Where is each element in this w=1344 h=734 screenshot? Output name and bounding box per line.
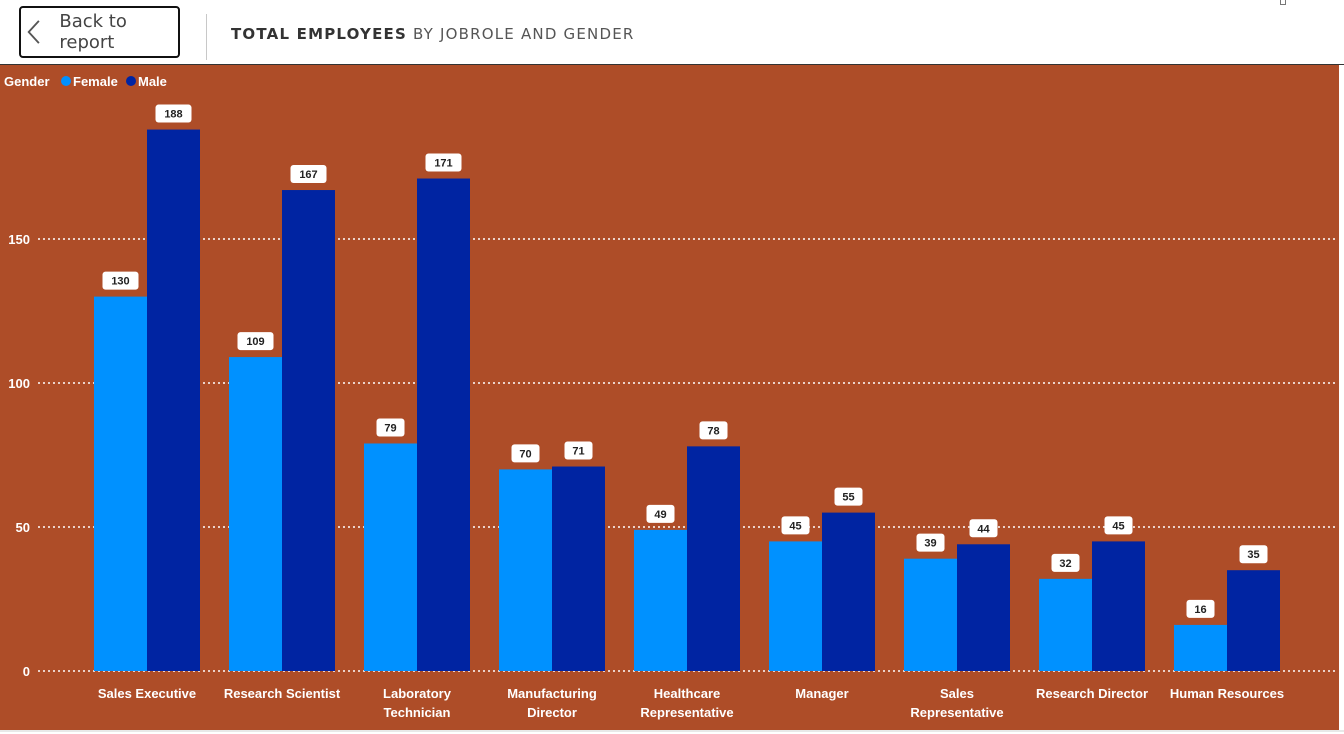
data-label: 35 [1247, 549, 1259, 561]
x-tick-label: Manager [795, 686, 848, 701]
bar-male[interactable] [1227, 570, 1280, 671]
data-label: 109 [246, 336, 264, 348]
data-label-box [425, 153, 462, 172]
data-label: 16 [1194, 604, 1206, 616]
data-label-box [155, 104, 192, 123]
data-label-box [1051, 553, 1080, 572]
corner-mark [1280, 0, 1286, 5]
chevron-left-icon [27, 20, 40, 44]
data-label: 32 [1059, 558, 1071, 570]
data-label-box [564, 441, 593, 460]
bar-male[interactable] [957, 544, 1010, 671]
legend: Gender Female Male [4, 74, 167, 89]
bar-male[interactable] [417, 178, 470, 671]
data-label-box [511, 444, 540, 463]
bar-female[interactable] [769, 541, 822, 671]
data-label: 70 [519, 448, 531, 460]
right-edge [1339, 65, 1344, 732]
data-label-box [376, 418, 405, 437]
header: Back to report TOTAL EMPLOYEES BY JOBROL… [0, 0, 1344, 65]
data-label: 167 [299, 169, 317, 181]
bar-male[interactable] [687, 446, 740, 671]
x-tick-label: Research Director [1036, 686, 1148, 701]
data-label-box [102, 271, 139, 290]
data-label-box [699, 421, 728, 440]
bar-female[interactable] [94, 296, 147, 671]
y-tick-label: 150 [8, 232, 30, 247]
data-label: 188 [164, 109, 182, 121]
data-label-box [834, 487, 863, 506]
data-label: 45 [789, 520, 801, 532]
data-label-box [1239, 545, 1268, 564]
header-divider [206, 14, 207, 60]
bar-female[interactable] [634, 529, 687, 671]
x-tick-label: Human Resources [1170, 686, 1284, 701]
bar-female[interactable] [904, 558, 957, 671]
legend-marker-female [61, 76, 71, 86]
data-label: 39 [924, 538, 936, 550]
x-tick-label: Laboratory Technician [383, 686, 452, 720]
bar-female[interactable] [364, 443, 417, 671]
data-label: 78 [707, 425, 719, 437]
bar-male[interactable] [822, 512, 875, 671]
data-label: 71 [572, 446, 584, 458]
bar-female[interactable] [1174, 624, 1227, 671]
data-label-box [1104, 516, 1133, 535]
bar-female[interactable] [229, 357, 282, 671]
data-label: 44 [977, 523, 990, 535]
y-tick-label: 50 [16, 520, 30, 535]
bottom-edge [0, 730, 1344, 732]
data-label-box [1186, 599, 1215, 618]
x-tick-label: Manufacturing Director [507, 686, 597, 720]
legend-item-male: Male [138, 74, 167, 89]
data-label: 55 [842, 492, 854, 504]
bar-male[interactable] [1092, 541, 1145, 671]
data-label-box [237, 332, 274, 351]
data-label: 45 [1112, 520, 1124, 532]
data-label: 79 [384, 422, 396, 434]
bar-female[interactable] [1039, 578, 1092, 671]
legend-title: Gender [4, 74, 50, 89]
y-tick-label: 0 [23, 664, 30, 679]
bar-male[interactable] [552, 466, 605, 671]
x-tick-label: Sales Executive [98, 686, 196, 701]
data-label-box [781, 516, 810, 535]
x-tick-label: Research Scientist [224, 686, 341, 701]
data-label-box [969, 519, 998, 538]
bar-male[interactable] [147, 129, 200, 671]
bars [94, 129, 1280, 671]
x-axis: Sales Executive Research Scientist Laborat… [98, 686, 1284, 720]
chart-area: Gender Female Male 0 50 100 150 130 188 109 167 7… [0, 65, 1339, 730]
back-to-report-button[interactable]: Back to report [19, 6, 180, 58]
back-button-label: Back to report [59, 11, 127, 53]
data-label-box [646, 504, 675, 523]
x-tick-label: Sales Representative [910, 686, 1003, 720]
bar-chart: Gender Female Male 0 50 100 150 130 188 109 167 7… [0, 65, 1339, 730]
data-label: 130 [111, 276, 129, 288]
data-label-box [916, 533, 945, 552]
page-title: TOTAL EMPLOYEES [231, 25, 408, 43]
page-subtitle: BY JOBROLE AND GENDER [413, 25, 635, 43]
data-labels: 130 188 109 167 79 171 70 71 49 78 45 55 39 44 32 45 16 3… [102, 104, 1268, 618]
bar-male[interactable] [282, 190, 335, 671]
data-label: 49 [654, 509, 666, 521]
x-tick-label: Healthcare Representative [640, 686, 733, 720]
y-tick-label: 100 [8, 376, 30, 391]
data-label-box [290, 165, 327, 184]
legend-item-female: Female [73, 74, 118, 89]
legend-marker-male [126, 76, 136, 86]
bar-female[interactable] [499, 469, 552, 671]
data-label: 171 [434, 158, 452, 170]
